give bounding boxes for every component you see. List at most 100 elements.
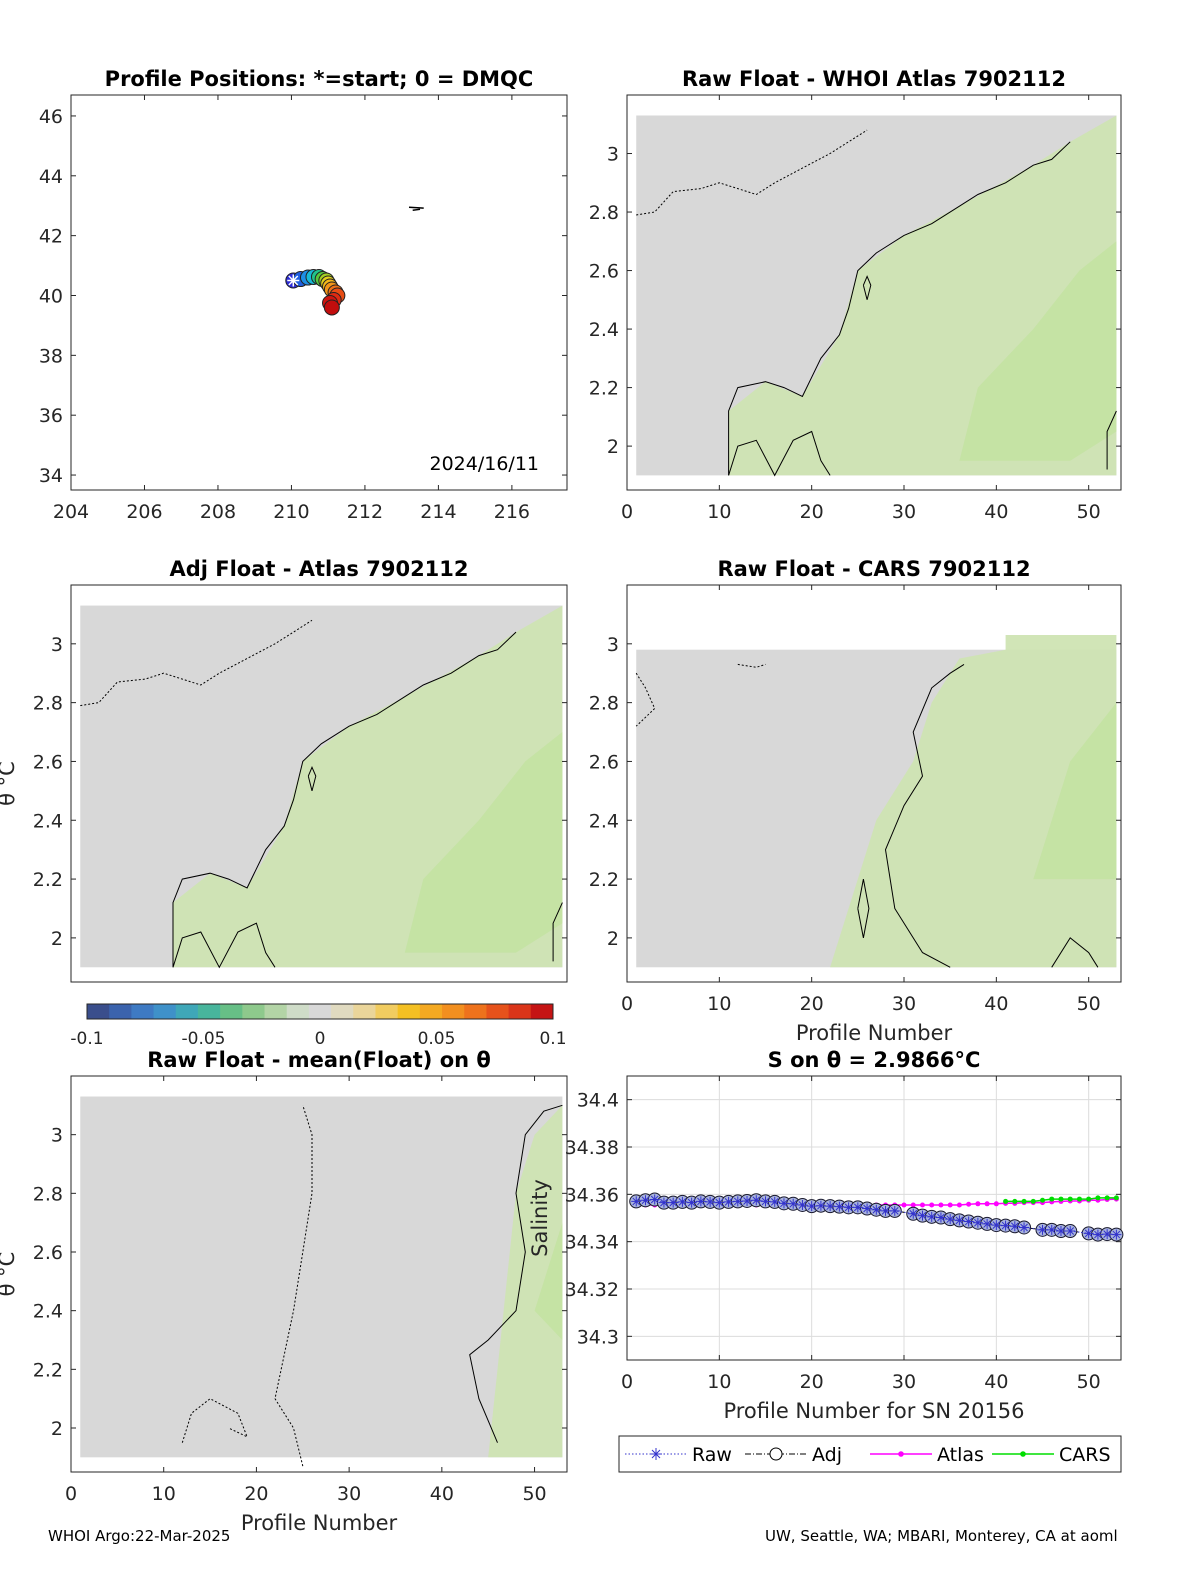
- series-raw-point: [677, 1196, 688, 1207]
- y-tick-label: 2.8: [589, 693, 619, 715]
- series-atlas-point: [956, 1202, 962, 1208]
- colorbar-swatch: [464, 1004, 487, 1019]
- series-raw-point: [806, 1201, 817, 1212]
- x-tick-label: 50: [1077, 501, 1101, 523]
- colorbar-swatch: [530, 1004, 554, 1019]
- y-tick-label: 2.4: [33, 1301, 63, 1323]
- series-atlas-point: [929, 1202, 935, 1208]
- colorbar-swatch: [242, 1004, 266, 1019]
- colorbar-swatch: [419, 1004, 443, 1019]
- series-raw-point: [972, 1217, 983, 1228]
- legend-marker-raw: [650, 1448, 662, 1460]
- y-tick-label: 36: [39, 405, 63, 427]
- axes-box: [70, 94, 568, 491]
- x-axis-label: Profile Number: [241, 1511, 398, 1535]
- y-tick-label: 3: [607, 634, 619, 656]
- y-tick-label: 3: [51, 634, 63, 656]
- series-raw-point: [825, 1201, 836, 1212]
- y-tick-label: 34.4: [577, 1090, 619, 1112]
- series-raw-point: [1102, 1229, 1113, 1240]
- series-raw-point: [695, 1196, 706, 1207]
- x-tick-label: 204: [53, 501, 89, 523]
- series-atlas-point: [938, 1202, 944, 1208]
- panel-adj-float-atlas: 2 2.2 2.4 2.6 2.8 3 Adj Float - Atlas 7902112 θ…: [0, 557, 568, 983]
- legend-marker-adj: [769, 1447, 783, 1461]
- colorbar-tick-label: 0.1: [539, 1029, 566, 1049]
- x-tick-label: 10: [707, 501, 731, 523]
- series-raw-point: [1055, 1226, 1066, 1237]
- colorbar-tick-label: 0: [315, 1029, 326, 1049]
- axes-box: [626, 1075, 1122, 1361]
- series-raw-point: [834, 1201, 845, 1212]
- series-raw-point: [935, 1212, 946, 1223]
- y-tick-label: 34.3: [577, 1326, 619, 1348]
- colorbar-swatch: [353, 1004, 376, 1019]
- y-tick-label: 2.4: [589, 810, 619, 832]
- series-raw-point: [1009, 1221, 1020, 1232]
- x-tick-label: 30: [892, 993, 916, 1015]
- series-atlas-point: [975, 1201, 981, 1207]
- series-cars-point: [1086, 1196, 1092, 1202]
- y-tick-label: 34.36: [565, 1184, 619, 1206]
- x-tick-label: 40: [430, 1483, 454, 1505]
- series-raw-point: [797, 1199, 808, 1210]
- x-tick-label: 10: [707, 993, 731, 1015]
- contour-line: [635, 672, 656, 727]
- legend-label-cars: CARS: [1059, 1444, 1111, 1466]
- y-tick-label: 2.8: [589, 202, 619, 224]
- series-raw-point: [982, 1218, 993, 1229]
- contour-line: [728, 141, 1071, 476]
- y-tick-label: 2.2: [33, 869, 63, 891]
- field-positive-anomaly: [830, 635, 1117, 968]
- series-cars-point: [1040, 1197, 1046, 1203]
- start-star: [287, 274, 300, 287]
- series-atlas-point: [947, 1202, 953, 1208]
- series-cars-point: [1076, 1196, 1082, 1202]
- series-atlas-point: [993, 1201, 999, 1207]
- contour-line: [80, 619, 313, 707]
- x-tick-label: 0: [621, 993, 633, 1015]
- x-tick-label: 30: [892, 501, 916, 523]
- field-strong-anomaly: [404, 732, 563, 953]
- series-raw-point: [778, 1198, 789, 1209]
- contour-line: [857, 879, 870, 938]
- series-atlas-point: [966, 1201, 972, 1207]
- chart-title: Raw Float - WHOI Atlas 7902112: [682, 67, 1066, 91]
- legend-marker-cars: [1020, 1451, 1026, 1457]
- series-raw-point: [1083, 1228, 1094, 1239]
- series-cars-point: [1012, 1198, 1018, 1204]
- chart-title: Raw Float - CARS 7902112: [717, 557, 1030, 581]
- series-cars-point: [1049, 1196, 1055, 1202]
- contour-line: [181, 1398, 249, 1443]
- axes-box: [626, 94, 1122, 491]
- contour-line: [636, 129, 868, 216]
- contour-line: [469, 1104, 563, 1443]
- colorbar-tick-label: -0.1: [70, 1029, 103, 1049]
- series-raw-point: [852, 1202, 863, 1213]
- x-tick-label: 20: [800, 993, 824, 1015]
- y-tick-label: 2: [607, 928, 619, 950]
- series-raw-point: [751, 1195, 762, 1206]
- x-tick-label: 214: [420, 501, 456, 523]
- series-raw-point: [926, 1211, 937, 1222]
- axes-box: [626, 584, 1122, 983]
- series-raw-point: [742, 1195, 753, 1206]
- series-raw-point: [880, 1205, 891, 1216]
- series-raw-point: [871, 1204, 882, 1215]
- position-point: [323, 299, 340, 316]
- x-tick-label: 10: [707, 1371, 731, 1393]
- contour-line: [728, 430, 831, 477]
- contour-line: [1106, 410, 1117, 470]
- field-strong-anomaly: [1033, 702, 1117, 880]
- coast-fragment: [408, 206, 424, 211]
- series-cars-point: [1003, 1198, 1009, 1204]
- y-tick-label: 2.4: [33, 810, 63, 832]
- axes-box: [70, 584, 568, 983]
- colorbar-swatch: [131, 1004, 155, 1019]
- y-tick-label: 3: [51, 1125, 63, 1147]
- contour-line: [884, 663, 965, 968]
- series-raw-point: [1019, 1222, 1030, 1233]
- y-tick-label: 2.8: [33, 1183, 63, 1205]
- panel-salinity-on-theta: 0 10 20 30 40 50 34.3 34.32 34.34 34.36 34.38 34.4 S…: [528, 1048, 1124, 1423]
